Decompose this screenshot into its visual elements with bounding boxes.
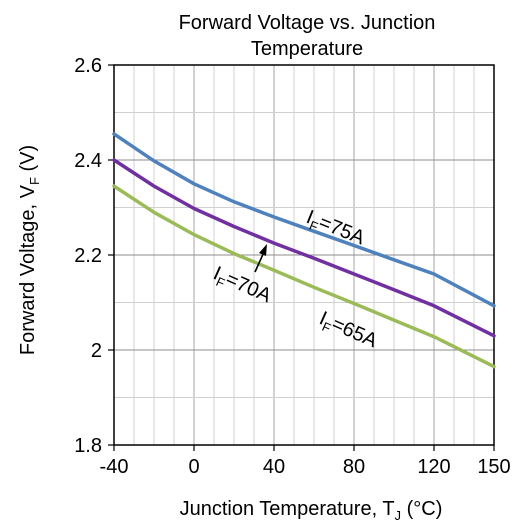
y-tick-label-1: 2: [91, 340, 102, 362]
x-tick-label-3: 80: [343, 456, 365, 478]
series-label-65a: IF=65A: [315, 307, 381, 355]
series-label-70a-arrow-shaft: [254, 251, 265, 273]
y-tick-label-4: 2.6: [74, 55, 102, 77]
chart-title-line-2: Temperature: [251, 38, 363, 60]
y-axis-label-main: Forward Voltage, V: [17, 184, 39, 355]
series-lines: [112, 132, 496, 369]
x-tick-label-1: 0: [188, 456, 199, 478]
series-label-75a: IF=75A: [302, 206, 368, 252]
x-axis-label-sub: J: [395, 508, 402, 523]
y-axis-label: Forward Voltage, VF (V): [17, 145, 42, 355]
series-label-75a-rest: =75A: [316, 211, 369, 249]
series-label-70a: IF=70A: [209, 262, 275, 310]
x-tick-label-5: 150: [477, 456, 510, 478]
x-tick-label-4: 120: [417, 456, 450, 478]
x-axis-label-unit: (°C): [401, 498, 442, 520]
series-line-65a: [112, 184, 496, 369]
x-tick-label-0: -40: [100, 456, 129, 478]
y-axis-ticks: 1.8 2 2.2 2.4 2.6: [74, 55, 114, 457]
x-tick-label-2: 40: [263, 456, 285, 478]
series-line-75a: [112, 132, 496, 308]
x-axis-ticks: -40 0 40 80 120 150: [100, 445, 511, 478]
series-label-65a-rest: =65A: [328, 313, 381, 353]
grid-lines: [114, 65, 494, 445]
x-axis-label: Junction Temperature, TJ (°C): [180, 498, 443, 523]
y-axis-label-unit: (V): [17, 145, 39, 177]
series-label-70a-arrow-head: [259, 244, 267, 256]
chart-title-line-1: Forward Voltage vs. Junction: [179, 12, 436, 34]
y-axis-label-sub: F: [27, 177, 42, 185]
series-label-70a-rest: =70A: [222, 268, 275, 308]
y-tick-label-3: 2.4: [74, 150, 102, 172]
y-tick-label-2: 2.2: [74, 245, 102, 267]
y-tick-label-0: 1.8: [74, 435, 102, 457]
series-line-70a: [112, 158, 496, 338]
x-axis-label-main: Junction Temperature, T: [180, 498, 395, 520]
